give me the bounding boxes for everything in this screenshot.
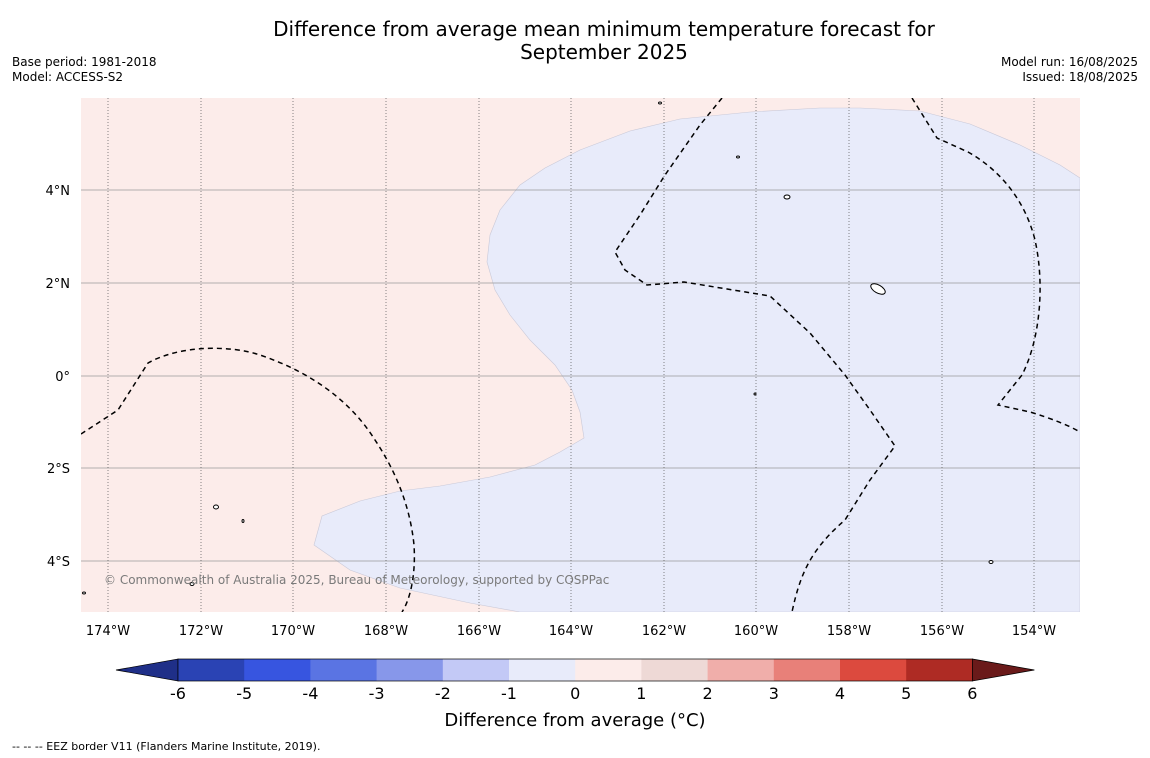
colorbar-block: [244, 659, 311, 681]
lat-label-2s: 2°S: [47, 462, 70, 477]
colorbar-tick-label: 6: [967, 684, 977, 703]
colorbar-block: [310, 659, 378, 681]
island-enderbury: [241, 519, 245, 523]
colorbar-tick-label: -4: [302, 684, 318, 703]
lon-label-164w: 164°W: [549, 624, 593, 639]
islands: [82, 101, 994, 595]
eez-borders: [81, 98, 1080, 612]
map-panel: © Commonwealth of Australia 2025, Bureau…: [81, 98, 1080, 612]
lat-labels: 4°N 2°N 0° 2°S 4°S: [46, 184, 71, 570]
island-teraina: [736, 155, 740, 159]
colorbar-tick-label: 4: [835, 684, 845, 703]
colorbar-ticks: -6 -5 -4 -3 -2 -1 0 1 2 3 4 5 6: [170, 684, 977, 703]
lon-label-168w: 168°W: [364, 624, 408, 639]
island-kanton: [213, 504, 219, 510]
island-birnie: [189, 582, 195, 586]
lon-label-166w: 166°W: [457, 624, 501, 639]
lon-label-170w: 170°W: [271, 624, 315, 639]
lon-label-174w: 174°W: [86, 624, 130, 639]
eez-footnote: -- -- -- EEZ border V11 (Flanders Marine…: [12, 740, 321, 753]
lat-label-0: 0°: [55, 370, 70, 385]
colorbar-tick-label: -1: [501, 684, 517, 703]
island-palmyra: [658, 101, 662, 105]
colorbar-tick-label: 1: [636, 684, 646, 703]
chart-title: Difference from average mean minimum tem…: [0, 18, 1150, 64]
lon-label-154w: 154°W: [1012, 624, 1056, 639]
colorbar-block: [707, 659, 775, 681]
colorbar-extend-high: [972, 658, 1035, 682]
lon-label-162w: 162°W: [642, 624, 686, 639]
colorbar-title: Difference from average (°C): [444, 710, 706, 731]
lon-label-172w: 172°W: [179, 624, 223, 639]
model-name: Model: ACCESS-S2: [12, 70, 124, 84]
lat-label-4n: 4°N: [46, 184, 71, 199]
copyright-notice: © Commonwealth of Australia 2025, Bureau…: [104, 573, 609, 587]
colorbar-block: [906, 659, 973, 681]
colorbar: [115, 658, 1035, 682]
colorbar-block: [641, 659, 709, 681]
colorbar-tick-label: -5: [236, 684, 252, 703]
eez-border-kiribati-phoenix: [81, 347, 416, 612]
island-malden: [988, 560, 994, 564]
colorbar-tick-label: 0: [570, 684, 580, 703]
colorbar-extend-low: [115, 658, 179, 682]
anomaly-band-minus1-to-0: [313, 107, 1080, 612]
eez-border-line-islands-east: [911, 98, 1080, 433]
colorbar-tick-label: 3: [769, 684, 779, 703]
title-line-2: September 2025: [520, 40, 688, 64]
lon-label-158w: 158°W: [827, 624, 871, 639]
lat-label-4s: 4°S: [47, 555, 70, 570]
lon-labels: 174°W 172°W 170°W 168°W 166°W 164°W 162°…: [86, 624, 1056, 639]
lat-gridlines: [81, 189, 1080, 562]
colorbar-block: [442, 659, 510, 681]
colorbar-tick-label: -6: [170, 684, 186, 703]
model-run: Model run: 16/08/2025: [1000, 55, 1138, 69]
colorbar-tick-label: 5: [901, 684, 911, 703]
colorbar-tick-label: -2: [435, 684, 451, 703]
island-jarvis: [753, 392, 757, 396]
colorbar-block: [178, 659, 245, 681]
island-kiritimati: [870, 283, 886, 295]
colorbar-block: [840, 659, 907, 681]
colorbar-tick-label: -3: [369, 684, 385, 703]
colorbar-block: [376, 659, 444, 681]
island-tabuaeran: [783, 194, 791, 200]
colorbar-block: [509, 659, 576, 681]
lat-label-2n: 2°N: [46, 277, 71, 292]
colorbar-tick-label: 2: [703, 684, 713, 703]
colorbar-block: [773, 659, 841, 681]
base-period: Base period: 1981-2018: [12, 55, 157, 69]
colorbar-block: [575, 659, 642, 681]
lon-label-160w: 160°W: [734, 624, 778, 639]
island-west-edge: [82, 591, 86, 595]
meta-left: Base period: 1981-2018 Model: ACCESS-S2: [12, 55, 157, 85]
lon-label-156w: 156°W: [920, 624, 964, 639]
title-line-1: Difference from average mean minimum tem…: [273, 17, 935, 41]
meta-right: Model run: 16/08/2025 Issued: 18/08/2025: [1001, 55, 1138, 85]
issued-date: Issued: 18/08/2025: [1022, 70, 1138, 84]
